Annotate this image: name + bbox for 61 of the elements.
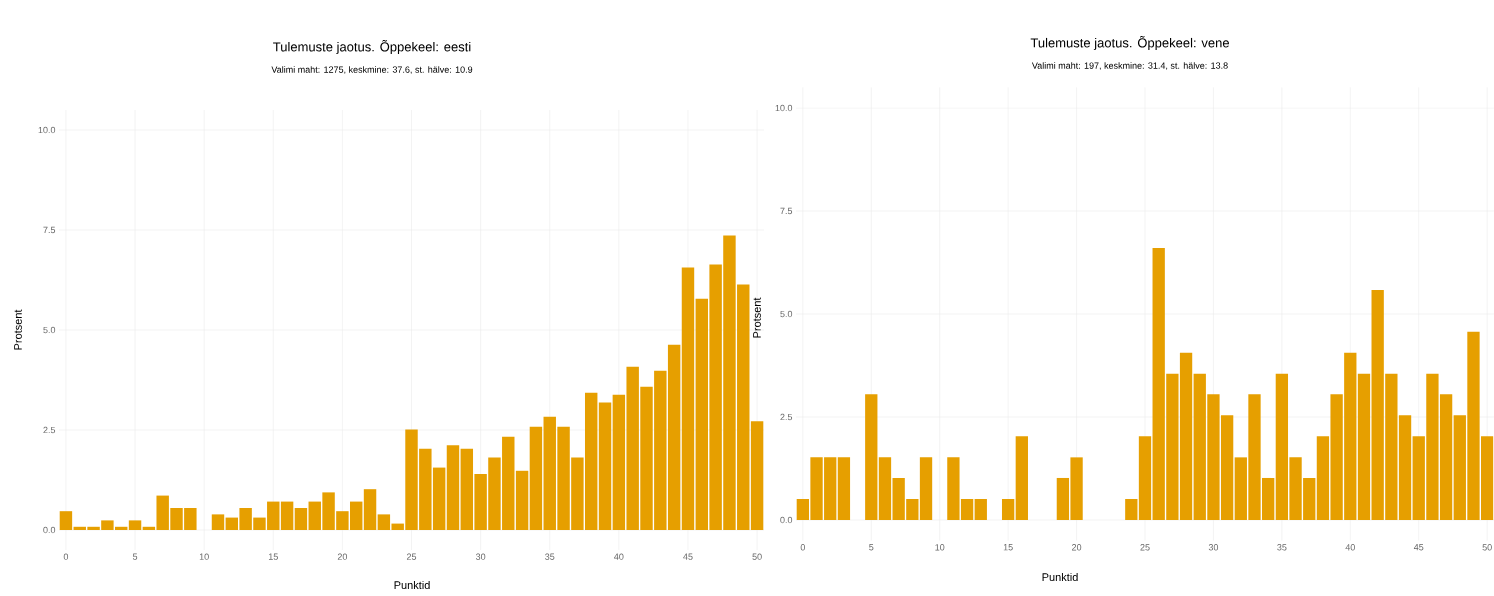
bar	[294, 507, 308, 530]
chart-title: Tulemuste jaotus. Õppekeel: eesti	[273, 39, 471, 55]
bar	[919, 457, 933, 520]
bar	[128, 520, 142, 530]
x-tick-label: 45	[1413, 544, 1424, 551]
x-axis-title: Punktid	[394, 580, 430, 590]
y-tick-label: 10.0	[775, 104, 793, 112]
chart-title: Tulemuste jaotus. Õppekeel: vene	[1030, 35, 1229, 51]
x-tick-label: 30	[1208, 544, 1219, 551]
bar	[1138, 436, 1152, 520]
bar	[1357, 373, 1371, 520]
x-tick-label: 30	[475, 553, 486, 560]
x-tick-label: 0	[800, 544, 806, 551]
y-tick-label: 2.5	[780, 413, 793, 421]
x-tick-label: 5	[869, 544, 874, 551]
x-tick-label: 50	[1482, 544, 1492, 551]
bar	[750, 421, 764, 530]
y-tick-label: 2.5	[43, 426, 56, 434]
x-tick-label: 20	[337, 553, 348, 560]
bar	[837, 457, 851, 520]
bar	[363, 489, 377, 530]
x-tick-label: 25	[406, 553, 417, 560]
x-tick-label: 45	[683, 553, 693, 560]
bar	[681, 267, 695, 530]
x-tick-label: 25	[1140, 544, 1150, 551]
bar	[865, 394, 878, 520]
y-tick-label: 7.5	[780, 207, 793, 215]
x-tick-label: 40	[614, 553, 624, 560]
bar	[515, 470, 529, 530]
bar	[280, 501, 294, 530]
x-tick-label: 15	[268, 553, 278, 560]
x-tick-label: 20	[1072, 544, 1082, 551]
bar	[1015, 436, 1028, 520]
x-tick-label: 35	[545, 553, 555, 560]
bar	[974, 498, 987, 520]
chart-subtitle: Valimi maht: 1275, keskmine: 37.6, st. hälve: 10.9	[271, 66, 473, 74]
y-tick-label: 0.0	[43, 526, 56, 534]
bar	[1125, 498, 1138, 520]
x-tick-label: 5	[132, 553, 138, 560]
x-tick-label: 10	[935, 544, 945, 551]
bar	[1001, 498, 1015, 520]
x-tick-label: 15	[1003, 544, 1013, 551]
chart-subtitle: Valimi maht: 197, keskmine: 31.4, st. hälve: 13.8	[1031, 62, 1228, 70]
x-tick-label: 0	[63, 553, 69, 560]
y-tick-label: 0.0	[780, 516, 793, 524]
y-axis-title: Protsent	[753, 297, 761, 338]
bar	[446, 445, 460, 530]
bar	[211, 514, 225, 530]
y-axis-title: Protsent	[14, 309, 22, 350]
y-tick-label: 5.0	[43, 326, 56, 334]
y-tick-label: 10.0	[38, 126, 56, 134]
bar	[59, 511, 73, 530]
x-tick-label: 40	[1345, 544, 1355, 551]
x-tick-label: 50	[752, 553, 762, 560]
x-tick-label: 10	[199, 553, 209, 560]
y-tick-label: 7.5	[43, 226, 56, 234]
bar	[598, 402, 612, 530]
bar	[529, 426, 543, 530]
y-tick-label: 5.0	[780, 310, 793, 318]
x-tick-label: 35	[1277, 544, 1287, 551]
x-axis-title: Punktid	[1042, 572, 1078, 582]
